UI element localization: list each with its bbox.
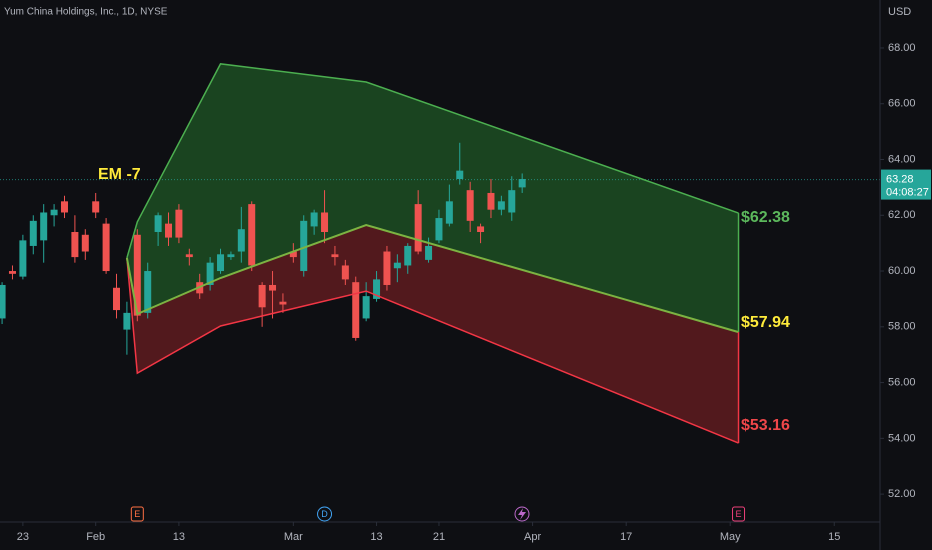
x-tick-label: 23	[17, 531, 29, 543]
candle-body	[165, 223, 173, 238]
candle-body	[92, 201, 100, 213]
candle-body	[71, 232, 79, 258]
candle-body	[518, 179, 526, 188]
event-icon-circle[interactable]	[514, 506, 530, 522]
chart-title: Yum China Holdings, Inc., 1D, NYSE	[4, 7, 168, 18]
event-icon[interactable]	[514, 506, 530, 522]
candle-body	[414, 204, 422, 252]
candle-body	[435, 218, 443, 241]
candle-body	[102, 223, 110, 272]
candle-body	[206, 262, 214, 285]
event-label: E	[736, 509, 742, 519]
x-tick-label: May	[720, 531, 741, 543]
annotation: $62.38	[741, 209, 790, 226]
candle-body	[341, 265, 349, 280]
event-icon[interactable]	[732, 506, 746, 522]
candle-body	[508, 190, 516, 213]
y-tick-label: 62.00	[888, 209, 916, 221]
x-tick-label: Mar	[284, 531, 303, 543]
x-tick-label: 21	[433, 531, 445, 543]
countdown-label: 04:08:27	[886, 186, 929, 198]
event-icon-bolt[interactable]	[518, 508, 526, 520]
upper-band-line	[126, 63, 739, 259]
candle-body	[373, 279, 381, 299]
candle-body	[300, 220, 308, 272]
candle-body	[19, 240, 27, 277]
candle-body	[175, 209, 183, 238]
candle-body	[123, 312, 131, 330]
candle-body	[258, 284, 266, 308]
y-tick-label: 58.00	[888, 321, 916, 333]
lower-band-line	[126, 257, 739, 444]
candle-body	[445, 201, 453, 224]
candle-body	[331, 254, 339, 258]
candle-body	[227, 254, 235, 258]
x-tick-label: 13	[370, 531, 382, 543]
upper-band-area	[126, 63, 739, 333]
candle-body	[8, 271, 16, 274]
candle-body	[362, 296, 370, 319]
plot-area	[0, 63, 880, 444]
candle-body	[425, 245, 433, 260]
lower-band-area	[126, 225, 739, 444]
candle-body	[154, 215, 162, 232]
y-tick-label: 52.00	[888, 488, 916, 500]
middle-band-line	[125, 223, 739, 334]
candle-body	[456, 170, 464, 180]
candle-body	[60, 201, 68, 213]
y-tick-label: 66.00	[888, 98, 916, 110]
candle-body	[404, 245, 412, 266]
x-tick-label: Feb	[86, 531, 105, 543]
x-tick-label: Apr	[524, 531, 541, 543]
x-tick-label: 17	[620, 531, 632, 543]
x-tick-label: 13	[173, 531, 185, 543]
annotation: EM -7	[98, 166, 141, 183]
candle-body	[269, 284, 277, 291]
y-tick-label: 56.00	[888, 376, 916, 388]
y-tick-label: 64.00	[888, 153, 916, 165]
candle-body	[383, 251, 391, 285]
candle-body	[133, 234, 141, 316]
candle-body	[50, 209, 58, 216]
y-tick-label: 54.00	[888, 432, 916, 444]
candle-body	[487, 192, 495, 210]
candle-body	[217, 254, 225, 272]
candle-body	[144, 271, 152, 313]
event-label: E	[134, 509, 140, 519]
x-tick-label: 15	[828, 531, 840, 543]
event-icon[interactable]	[317, 506, 333, 522]
candle-body	[393, 262, 401, 269]
candle-body	[237, 229, 245, 252]
price-tag-label: 63.28	[886, 173, 914, 185]
candle-body	[40, 212, 48, 241]
candle-body	[0, 284, 6, 319]
annotation: $53.16	[741, 417, 790, 434]
event-icon[interactable]	[130, 506, 144, 522]
candle-body	[352, 282, 360, 338]
candle-body	[113, 287, 121, 311]
candle-body	[29, 220, 37, 246]
candle-body	[497, 201, 505, 210]
candle-body	[289, 251, 297, 258]
y-tick-label: 60.00	[888, 265, 916, 277]
candle-body	[477, 226, 485, 232]
candle-body	[310, 212, 318, 227]
candle-body	[248, 204, 256, 266]
candle-body	[466, 190, 474, 221]
candle-body	[321, 212, 329, 232]
annotation: $57.94	[741, 314, 790, 331]
candle-body	[185, 254, 193, 258]
candle-body	[279, 301, 287, 305]
price-tag	[881, 169, 931, 200]
currency: USD	[888, 6, 911, 18]
y-tick-label: 68.00	[888, 42, 916, 54]
candle-body	[81, 234, 89, 252]
event-label: D	[321, 509, 328, 519]
